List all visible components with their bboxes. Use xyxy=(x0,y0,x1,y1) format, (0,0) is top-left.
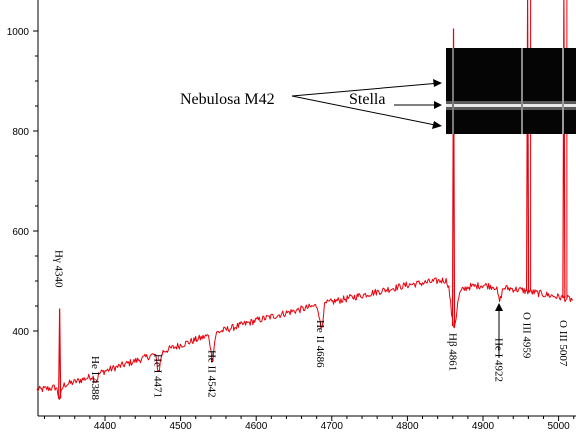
spectrum-inset-image xyxy=(446,48,576,134)
spectral-line-label: O III 5007 xyxy=(557,320,569,367)
y-tick-label: 400 xyxy=(12,327,29,338)
x-ticks: 4400 4500 4600 4700 4800 4900 5000 xyxy=(44,416,575,432)
emission-spike xyxy=(562,0,566,299)
spectral-line-label: He I 4388 xyxy=(89,356,101,400)
x-tick-label: 5000 xyxy=(547,421,570,432)
spectral-line-label: O III 4959 xyxy=(521,312,533,359)
nebulosa-m42-label: Nebulosa M42 xyxy=(180,91,275,108)
x-tick-label: 4900 xyxy=(472,421,495,432)
spectral-line-label: He II 4542 xyxy=(205,350,217,398)
callout-arrows xyxy=(291,82,441,127)
x-tick-label: 4600 xyxy=(245,421,268,432)
spectral-line-labels: Hγ 4340 He I 4388 He I 4471 He II 4542 He II… xyxy=(53,250,569,400)
spectral-line-label: He I 4471 xyxy=(152,354,164,398)
emission-spike xyxy=(526,0,530,292)
y-tick-label: 1000 xyxy=(7,27,30,38)
x-tick-label: 4700 xyxy=(321,421,344,432)
spectrum-series-line xyxy=(36,277,574,400)
x-tick-label: 4800 xyxy=(396,421,419,432)
x-tick-label: 4500 xyxy=(169,421,192,432)
spectral-line-label: Hγ 4340 xyxy=(53,250,65,288)
spectral-line-label: He II 4686 xyxy=(314,320,326,368)
spectral-line-label: He I 4922 xyxy=(493,338,505,382)
x-tick-label: 4400 xyxy=(94,421,117,432)
axes xyxy=(37,0,576,417)
y-ticks: 400 600 800 1000 xyxy=(7,27,38,338)
emission-spike xyxy=(451,28,456,327)
spectral-line-label: Hβ 4861 xyxy=(447,333,459,371)
he-4922-arrow xyxy=(495,303,503,358)
stella-label: Stella xyxy=(349,91,385,108)
y-tick-label: 800 xyxy=(12,127,29,138)
callout-arrowheads xyxy=(432,79,442,129)
emission-spike xyxy=(58,308,62,399)
y-tick-label: 600 xyxy=(12,227,29,238)
